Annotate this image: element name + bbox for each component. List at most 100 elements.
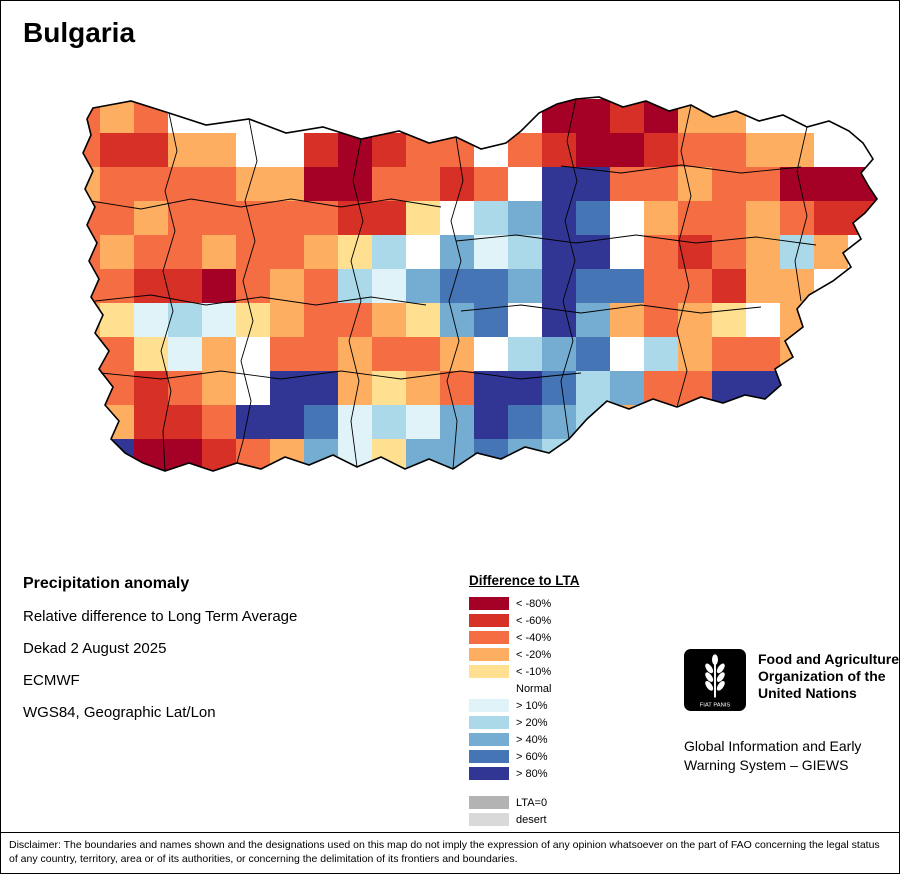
- map-cell: [372, 371, 406, 405]
- map-cell: [372, 269, 406, 303]
- giews-name: Global Information and Early Warning Sys…: [684, 738, 862, 773]
- map-cell: [372, 167, 406, 201]
- fao-header: FIAT PANIS Food and Agriculture Organiza…: [684, 649, 899, 711]
- map-cell: [440, 133, 474, 167]
- map-cell: [780, 303, 814, 337]
- legend-swatch: [469, 614, 509, 627]
- map-cell: [610, 303, 644, 337]
- map-cell: [474, 133, 508, 167]
- map-cell: [644, 371, 678, 405]
- info-line-subtitle: Relative difference to Long Term Average: [23, 608, 298, 625]
- map-cell: [100, 99, 134, 133]
- map-cell: [508, 99, 542, 133]
- map-cell: [202, 269, 236, 303]
- map-cell: [168, 167, 202, 201]
- map-cell: [746, 201, 780, 235]
- map-info: Precipitation anomaly Relative differenc…: [23, 575, 297, 736]
- legend-label: < -20%: [516, 648, 552, 661]
- map-cell: [236, 235, 270, 269]
- legend-entry: < -80%: [469, 595, 580, 612]
- legend-swatch: [469, 750, 509, 763]
- legend-swatch: [469, 648, 509, 661]
- map-cell: [712, 235, 746, 269]
- map-cell: [100, 439, 134, 471]
- map-cell: [134, 371, 168, 405]
- map-cell: [270, 269, 304, 303]
- map-cell: [610, 133, 644, 167]
- map-cell: [610, 269, 644, 303]
- map-cell: [406, 269, 440, 303]
- legend-entry: < -10%: [469, 663, 580, 680]
- map-cell: [712, 99, 746, 133]
- map-cell: [780, 133, 814, 167]
- legend-label: < -80%: [516, 597, 552, 610]
- legend-label: > 10%: [516, 699, 548, 712]
- map-cell: [83, 99, 100, 133]
- map-cell: [202, 303, 236, 337]
- map-cell: [440, 405, 474, 439]
- map-cell: [508, 303, 542, 337]
- map-cell: [338, 167, 372, 201]
- legend-label: > 20%: [516, 716, 548, 729]
- map-cell: [542, 99, 576, 133]
- map-cell: [644, 235, 678, 269]
- map-cell: [270, 167, 304, 201]
- map-cell: [168, 269, 202, 303]
- map-cell: [542, 167, 576, 201]
- legend-swatch: [469, 767, 509, 780]
- map-cell: [474, 439, 508, 471]
- map-cell: [576, 405, 610, 439]
- map-cell: [542, 371, 576, 405]
- map-cell: [100, 167, 134, 201]
- legend-label: LTA=0: [516, 796, 548, 809]
- map-cell: [134, 303, 168, 337]
- legend-entry: < -40%: [469, 629, 580, 646]
- map-cell: [83, 235, 100, 269]
- map-cell: [168, 133, 202, 167]
- map-cell: [236, 337, 270, 371]
- map-cell: [236, 201, 270, 235]
- map-cell: [270, 303, 304, 337]
- map-cell: [474, 337, 508, 371]
- map-cell: [202, 371, 236, 405]
- map-cell: [134, 133, 168, 167]
- map-cell: [440, 371, 474, 405]
- map-cell: [202, 337, 236, 371]
- legend-label: > 80%: [516, 767, 548, 780]
- map-cell: [100, 303, 134, 337]
- map-cell: [270, 337, 304, 371]
- map-cell: [542, 133, 576, 167]
- map-cell: [712, 133, 746, 167]
- map-cell: [83, 201, 100, 235]
- map-cell: [508, 405, 542, 439]
- legend-swatch: [469, 597, 509, 610]
- map-cell: [746, 337, 780, 371]
- map-cell: [338, 201, 372, 235]
- info-line-source: ECMWF: [23, 672, 80, 689]
- map-cell: [134, 439, 168, 471]
- map-cell: [746, 303, 780, 337]
- map-cell: [338, 337, 372, 371]
- map-cell: [134, 99, 168, 133]
- map-cell: [134, 337, 168, 371]
- legend-entry: > 60%: [469, 748, 580, 765]
- legend-label: > 40%: [516, 733, 548, 746]
- map-cell: [576, 371, 610, 405]
- map-cell: [746, 371, 780, 405]
- map-cell: [168, 439, 202, 471]
- info-line-projection: WGS84, Geographic Lat/Lon: [23, 704, 216, 721]
- map-cell: [304, 133, 338, 167]
- map-cell: [610, 405, 644, 439]
- map-cell: [576, 337, 610, 371]
- map-cell: [100, 269, 134, 303]
- map-cell: [542, 337, 576, 371]
- map-cell: [406, 439, 440, 471]
- map-cell: [712, 269, 746, 303]
- disclaimer: Disclaimer: The boundaries and names sho…: [1, 832, 899, 873]
- map-cell: [338, 439, 372, 471]
- map-cell: [610, 235, 644, 269]
- map-cell: [270, 371, 304, 405]
- map-cell: [338, 303, 372, 337]
- map-cell: [270, 405, 304, 439]
- map-cell: [406, 371, 440, 405]
